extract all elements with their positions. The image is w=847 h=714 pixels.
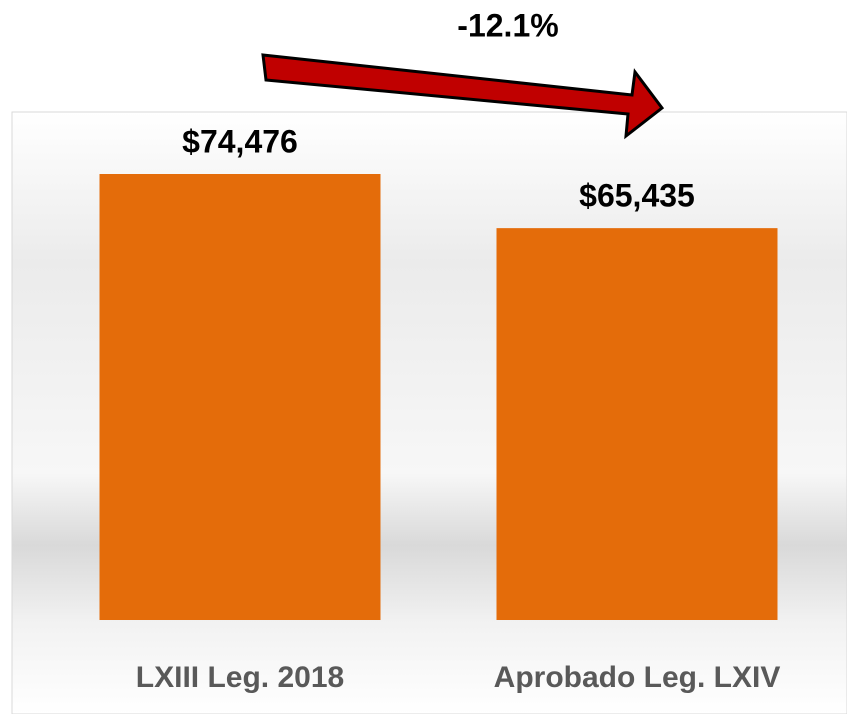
bar [99, 174, 381, 620]
x-tick-label: Aprobado Leg. LXIV [494, 661, 781, 694]
change-annotation: -12.1% [457, 7, 558, 43]
bar [496, 228, 778, 620]
value-label: $74,476 [182, 123, 298, 159]
value-label: $65,435 [579, 178, 695, 214]
x-tick-label: LXIII Leg. 2018 [136, 661, 344, 694]
trend-arrow [261, 53, 665, 140]
